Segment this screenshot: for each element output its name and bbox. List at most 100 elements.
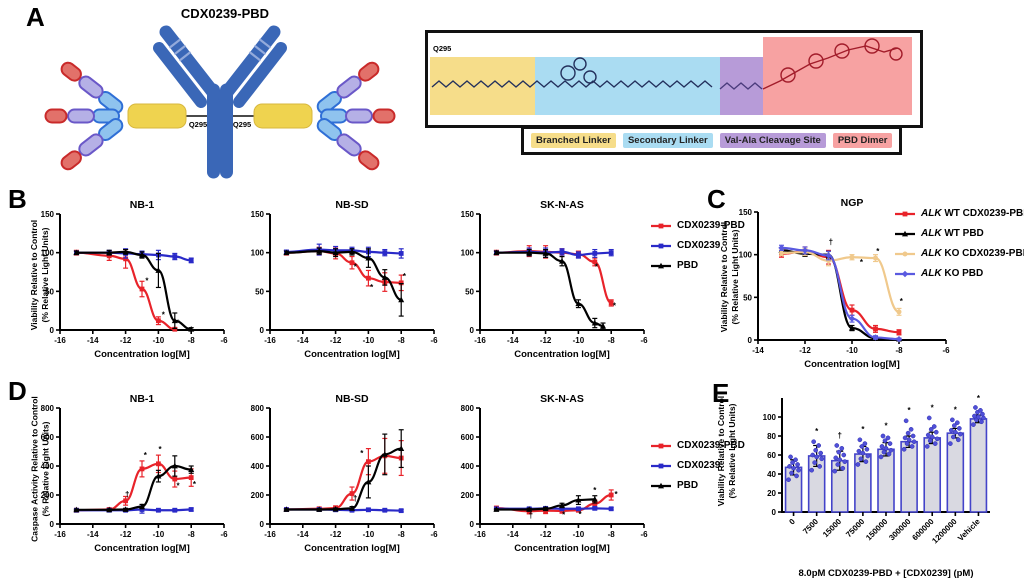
legend-marker-icon	[651, 463, 671, 468]
legend-label: PBD	[677, 480, 699, 491]
svg-text:-6: -6	[430, 336, 438, 345]
legend-item: ALK KO CDX0239-PBD	[894, 248, 1024, 259]
x-axis-title: Concentration log[M]	[304, 349, 400, 360]
svg-text:-10: -10	[573, 530, 585, 539]
x-axis-title: Concentration log[M]	[514, 349, 610, 360]
legend-label: CDX0239-PBD	[677, 440, 745, 451]
chart-ngp-viability: 0 50 100 150 -14 -12 -10 -8 -6 NGP Concentration l…	[722, 196, 954, 385]
svg-text:100: 100	[461, 249, 475, 258]
legend-label: ALK WT PBD	[921, 228, 984, 239]
svg-text:0: 0	[260, 326, 265, 335]
svg-text:0: 0	[772, 508, 777, 517]
svg-text:-12: -12	[799, 346, 811, 355]
q295-label-left: Q295	[189, 120, 207, 129]
svg-text:-14: -14	[752, 346, 764, 355]
legend-marker-icon	[895, 251, 915, 256]
line-chart-svg: 0 50 100 150 -14 -12 -10 -8 -6 NGP Concentration l…	[739, 197, 950, 370]
chart-title: NB-SD	[335, 393, 369, 405]
svg-text:400: 400	[41, 462, 55, 471]
svg-text:0: 0	[50, 520, 55, 529]
bar-category-label: 1200000	[930, 517, 959, 546]
chart-sknas-caspase: 0 200 400 600 800 -16 -14 -12 -10 -8 -6 SK-N-AS Conc…	[446, 392, 652, 569]
svg-text:60: 60	[767, 451, 776, 460]
spacer-capsule	[345, 108, 373, 124]
spacer-capsule	[336, 133, 362, 157]
svg-text:-10: -10	[153, 530, 165, 539]
spacer-capsule	[67, 108, 95, 124]
svg-text:0: 0	[748, 336, 753, 345]
svg-text:-6: -6	[640, 530, 648, 539]
svg-text:400: 400	[461, 462, 475, 471]
svg-text:*: *	[144, 451, 148, 460]
svg-text:100: 100	[763, 413, 777, 422]
svg-text:*: *	[977, 394, 981, 403]
panel-d: D Caspase Activity Relative to Control (…	[0, 376, 780, 583]
panel-c-label: C	[707, 184, 726, 214]
bar-category-label: 7500	[801, 517, 820, 536]
svg-text:†: †	[838, 431, 842, 440]
bar-category-label: 150000	[864, 517, 890, 543]
svg-text:*: *	[908, 406, 912, 415]
chart-nb1-viability: 0 50 100 150 -16 -14 -12 -10 -8 -6 NB-1 Concentrati…	[26, 198, 232, 375]
x-axis-title: Concentration log[M]	[304, 543, 400, 554]
line-chart-svg: 0 200 400 600 800 -16 -14 -12 -10 -8 -6 SK-N-AS Conc…	[461, 393, 648, 554]
panel-e-y-axis-title: Viability Relative to Control (% Relativ…	[715, 395, 737, 507]
bar	[900, 440, 918, 513]
structure-q295-label: Q295	[433, 44, 451, 53]
svg-text:600: 600	[41, 433, 55, 442]
pbd-capsule	[60, 150, 82, 171]
legend-label: PBD	[677, 260, 699, 271]
svg-text:*: *	[158, 445, 162, 454]
svg-text:*: *	[876, 247, 880, 256]
svg-text:100: 100	[41, 249, 55, 258]
legend-label: ALK WT CDX0239-PBD	[921, 208, 1024, 219]
x-axis-title: Concentration log[M]	[94, 543, 190, 554]
svg-text:-14: -14	[297, 530, 309, 539]
spacer-capsule	[78, 75, 104, 99]
chart-nbsd-caspase: 0 200 400 600 800 -16 -14 -12 -10 -8 -6 NB-SD Concen…	[236, 392, 442, 569]
x-axis-title: Concentration log[M]	[94, 349, 190, 360]
svg-text:*: *	[613, 301, 617, 310]
bar-category-label: 300000	[887, 517, 913, 543]
x-axis-title: Concentration log[M]	[804, 359, 900, 370]
structure-legend-chip: PBD Dimer	[832, 133, 893, 148]
svg-text:200: 200	[461, 491, 475, 500]
svg-text:*: *	[370, 283, 374, 292]
svg-text:*: *	[860, 258, 864, 267]
branched-linker-left	[127, 103, 187, 129]
light-chain-right	[233, 42, 287, 108]
svg-text:-8: -8	[608, 336, 616, 345]
panel-a-label: A	[26, 2, 45, 32]
q295-label-right: Q295	[233, 120, 251, 129]
line-chart-svg: 0 200 400 600 800 -16 -14 -12 -10 -8 -6 NB-SD Concen…	[251, 393, 438, 554]
svg-text:-6: -6	[220, 530, 228, 539]
svg-text:*: *	[884, 421, 888, 430]
svg-text:50: 50	[45, 287, 54, 296]
series-curve	[76, 250, 192, 331]
svg-text:†: †	[829, 237, 833, 246]
chart-title: SK-N-AS	[540, 199, 584, 211]
chemical-bonds	[431, 38, 903, 90]
svg-text:-12: -12	[540, 530, 552, 539]
line-chart-svg: 0 50 100 150 -16 -14 -12 -10 -8 -6 SK-N-AS Concentr…	[461, 199, 648, 360]
svg-text:400: 400	[251, 462, 265, 471]
svg-text:200: 200	[251, 491, 265, 500]
spacer-capsule	[78, 133, 104, 157]
panel-c: C Viability Relative to Control (% Relat…	[700, 184, 1024, 378]
svg-text:150: 150	[461, 210, 475, 219]
panel-b-label: B	[8, 184, 27, 214]
svg-text:-12: -12	[330, 336, 342, 345]
legend-marker-icon	[895, 211, 915, 216]
svg-text:50: 50	[255, 287, 264, 296]
panel-d-legend: CDX0239-PBD CDX0239 PBD	[650, 440, 745, 500]
chemical-structure: Q295	[430, 37, 912, 115]
svg-text:-8: -8	[895, 346, 903, 355]
svg-text:-12: -12	[120, 530, 132, 539]
svg-text:†: †	[125, 490, 129, 499]
svg-text:*: *	[815, 427, 819, 436]
legend-item: CDX0239	[650, 460, 745, 471]
svg-text:800: 800	[461, 404, 475, 413]
svg-text:-16: -16	[474, 530, 486, 539]
chart-title: NGP	[841, 197, 864, 209]
legend-marker-icon	[651, 223, 671, 228]
